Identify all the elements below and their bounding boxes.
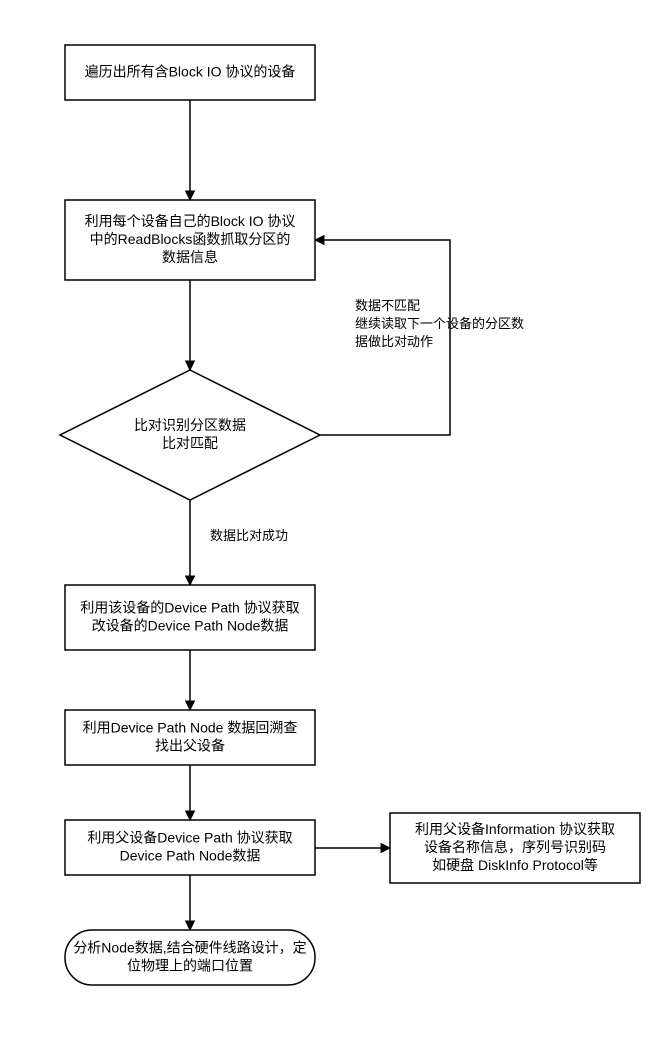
node-n6: 利用父设备Device Path 协议获取Device Path Node数据	[65, 820, 315, 875]
node-n7: 利用父设备Information 协议获取设备名称信息，序列号识别码如硬盘 Di…	[390, 813, 640, 883]
flowchart-canvas: 遍历出所有含Block IO 协议的设备利用每个设备自己的Block IO 协议…	[20, 20, 672, 1020]
svg-text:利用父设备Information 协议获取设备名称信息，序列: 利用父设备Information 协议获取设备名称信息，序列号识别码如硬盘 Di…	[415, 821, 615, 873]
node-n2: 利用每个设备自己的Block IO 协议中的ReadBlocks函数抓取分区的数…	[65, 200, 315, 280]
node-n1: 遍历出所有含Block IO 协议的设备	[65, 45, 315, 100]
edge-label-2: 数据比对成功	[210, 528, 288, 543]
edge-label-3: 数据不匹配继续读取下一个设备的分区数据做比对动作	[355, 298, 524, 349]
node-n4: 利用该设备的Device Path 协议获取改设备的Device Path No…	[65, 585, 315, 650]
svg-text:遍历出所有含Block IO 协议的设备: 遍历出所有含Block IO 协议的设备	[85, 63, 296, 79]
node-n8: 分析Node数据,结合硬件线路设计，定位物理上的端口位置	[65, 930, 315, 985]
node-n5: 利用Device Path Node 数据回溯查找出父设备	[65, 710, 315, 765]
node-n3: 比对识别分区数据比对匹配	[60, 370, 320, 500]
